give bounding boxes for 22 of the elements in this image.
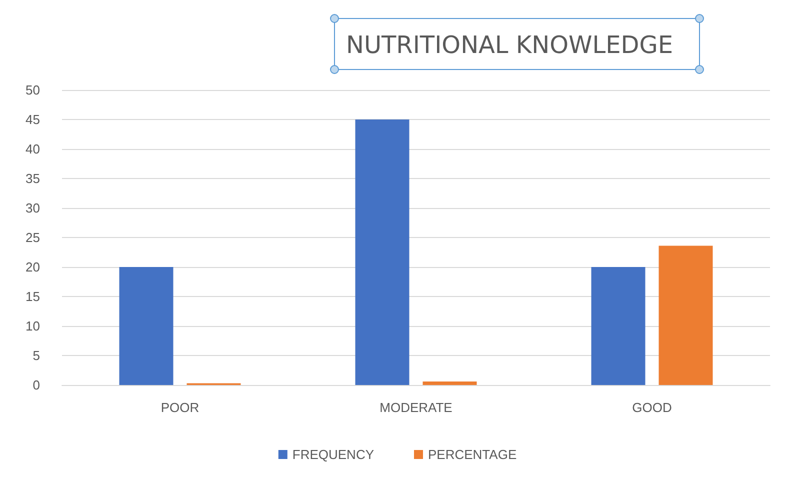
y-tick-label: 25 bbox=[26, 230, 40, 245]
chart-title: NUTRITIONAL KNOWLEDGE bbox=[346, 31, 674, 59]
y-tick-label: 45 bbox=[26, 112, 40, 127]
bar bbox=[119, 267, 174, 385]
y-tick-label: 0 bbox=[32, 378, 40, 392]
legend-label: PERCENTAGE bbox=[428, 447, 517, 462]
y-tick-label: 35 bbox=[26, 171, 40, 186]
y-tick-label: 5 bbox=[32, 348, 40, 363]
y-tick-label: 20 bbox=[26, 260, 40, 274]
legend-label: FREQUENCY bbox=[292, 447, 374, 462]
y-tick-label: 40 bbox=[26, 142, 40, 156]
bar bbox=[591, 267, 646, 385]
y-tick-label: 50 bbox=[26, 82, 40, 98]
bar bbox=[355, 120, 410, 385]
y-tick-label: 10 bbox=[26, 318, 40, 334]
x-tick-label: POOR bbox=[160, 400, 200, 415]
x-tick-label: GOOD bbox=[632, 400, 672, 415]
x-tick-label: MODERATE bbox=[380, 400, 453, 415]
y-tick-label: 15 bbox=[26, 289, 40, 304]
y-tick-label: 30 bbox=[26, 200, 40, 216]
bar bbox=[422, 381, 477, 385]
bar bbox=[658, 246, 713, 385]
